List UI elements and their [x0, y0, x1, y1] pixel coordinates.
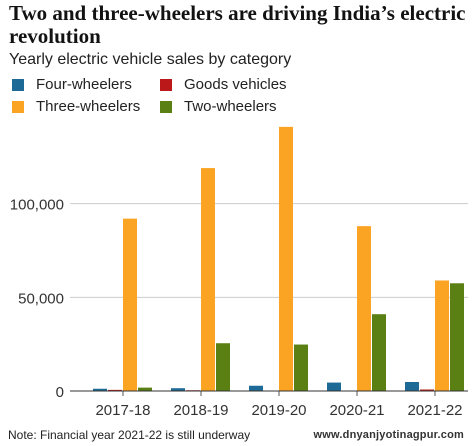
bar-four-wheelers [405, 382, 419, 391]
legend-swatch-four-wheelers [12, 78, 24, 91]
bar-two-wheelers [138, 387, 152, 391]
legend-label-three-wheelers: Three-wheelers [36, 98, 141, 115]
bar-two-wheelers [372, 314, 386, 391]
bar-three-wheelers [279, 126, 293, 392]
bar-four-wheelers [327, 382, 341, 391]
legend-swatch-two-wheelers [160, 100, 172, 113]
legend: Four-wheelers Goods vehicles Three-wheel… [12, 76, 472, 120]
y-tick-label: 50,000 [18, 290, 64, 307]
bar-two-wheelers [294, 344, 308, 391]
legend-swatch-three-wheelers [12, 100, 24, 113]
x-tick-label: 2019-20 [251, 402, 306, 419]
x-tick-label: 2017-18 [95, 402, 150, 419]
bar-goods-vehicles [108, 389, 122, 391]
legend-swatch-goods-vehicles [160, 78, 172, 91]
legend-item-two-wheelers: Two-wheelers [160, 98, 277, 115]
bar-two-wheelers [216, 343, 230, 391]
bar-three-wheelers [201, 168, 215, 391]
legend-label-goods-vehicles: Goods vehicles [184, 76, 287, 93]
chart-title: Two and three-wheelers are driving India… [9, 1, 466, 48]
legend-label-four-wheelers: Four-wheelers [36, 76, 132, 93]
x-tick-label: 2018-19 [173, 402, 228, 419]
x-tick-label: 2021-22 [407, 402, 462, 419]
bar-four-wheelers [93, 388, 107, 391]
bar-goods-vehicles [420, 389, 434, 391]
bar-three-wheelers [435, 280, 449, 391]
legend-item-four-wheelers: Four-wheelers [12, 76, 132, 93]
y-tick-label: 0 [56, 384, 64, 401]
bar-three-wheelers [123, 218, 137, 391]
footer-source: www.dnyanjyotinagpur.com [313, 429, 464, 441]
bar-two-wheelers [450, 283, 464, 391]
legend-item-goods-vehicles: Goods vehicles [160, 76, 287, 93]
x-tick-label: 2020-21 [329, 402, 384, 419]
legend-item-three-wheelers: Three-wheelers [12, 98, 140, 115]
legend-label-two-wheelers: Two-wheelers [184, 98, 277, 115]
bar-three-wheelers [357, 226, 371, 391]
y-tick-label: 100,000 [10, 197, 64, 214]
bar-four-wheelers [249, 385, 263, 391]
chart-subtitle: Yearly electric vehicle sales by categor… [9, 51, 292, 68]
footer-note: Note: Financial year 2021-22 is still un… [8, 428, 251, 442]
bar-four-wheelers [171, 388, 185, 391]
